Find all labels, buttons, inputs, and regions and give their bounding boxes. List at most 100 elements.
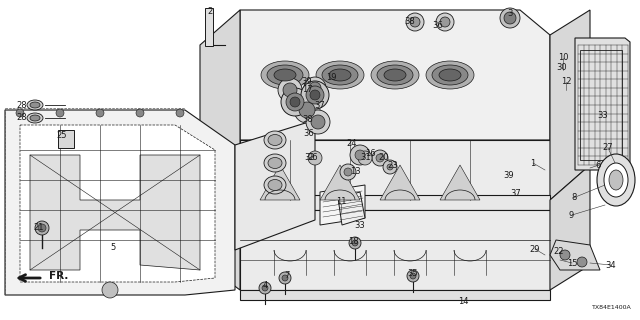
Circle shape <box>102 282 118 298</box>
Text: 14: 14 <box>458 297 468 306</box>
Text: 37: 37 <box>315 100 325 109</box>
Ellipse shape <box>267 65 303 85</box>
Text: 28: 28 <box>17 100 28 109</box>
Circle shape <box>299 102 315 118</box>
Text: 36: 36 <box>433 20 444 29</box>
Polygon shape <box>575 38 630 170</box>
Text: 18: 18 <box>348 236 358 245</box>
Ellipse shape <box>268 157 282 169</box>
Text: 13: 13 <box>349 166 360 175</box>
Circle shape <box>350 145 370 165</box>
Text: 29: 29 <box>530 244 540 253</box>
Text: 33: 33 <box>598 110 609 119</box>
Text: 33: 33 <box>355 220 365 229</box>
Ellipse shape <box>597 154 635 206</box>
Text: 10: 10 <box>557 52 568 61</box>
Circle shape <box>376 154 384 162</box>
Text: 3: 3 <box>508 10 513 19</box>
FancyBboxPatch shape <box>58 130 74 148</box>
Text: 39: 39 <box>504 172 515 180</box>
Circle shape <box>176 109 184 117</box>
Ellipse shape <box>30 102 40 108</box>
Text: 27: 27 <box>603 143 613 153</box>
Circle shape <box>383 160 397 174</box>
Ellipse shape <box>264 176 286 194</box>
Circle shape <box>344 168 352 176</box>
Ellipse shape <box>316 61 364 89</box>
Circle shape <box>96 109 104 117</box>
Text: 11: 11 <box>336 197 346 206</box>
Text: 7: 7 <box>284 271 290 281</box>
Ellipse shape <box>27 113 43 123</box>
Text: 38: 38 <box>303 116 314 124</box>
Circle shape <box>35 221 49 235</box>
Circle shape <box>440 17 450 27</box>
Text: 15: 15 <box>567 259 577 268</box>
Text: 17: 17 <box>301 84 312 93</box>
Polygon shape <box>240 210 550 290</box>
Text: 32: 32 <box>305 153 316 162</box>
Polygon shape <box>550 165 590 290</box>
Circle shape <box>436 13 454 31</box>
Circle shape <box>16 109 24 117</box>
Circle shape <box>306 86 324 104</box>
Text: 1: 1 <box>531 158 536 167</box>
Circle shape <box>282 275 288 281</box>
Text: 23: 23 <box>388 161 398 170</box>
Text: 19: 19 <box>326 74 336 83</box>
Polygon shape <box>240 290 550 300</box>
Polygon shape <box>235 120 315 250</box>
Circle shape <box>560 250 570 260</box>
Ellipse shape <box>264 131 286 149</box>
Text: 38: 38 <box>404 18 415 27</box>
Ellipse shape <box>27 100 43 110</box>
Polygon shape <box>30 155 200 270</box>
Text: 8: 8 <box>572 194 577 203</box>
Text: 22: 22 <box>554 247 564 257</box>
Circle shape <box>577 257 587 267</box>
Circle shape <box>278 78 302 102</box>
Ellipse shape <box>30 115 40 121</box>
Ellipse shape <box>268 134 282 146</box>
Text: 6: 6 <box>595 161 601 170</box>
Circle shape <box>500 8 520 28</box>
Ellipse shape <box>439 69 461 81</box>
Circle shape <box>406 13 424 31</box>
Text: TX84E1400A: TX84E1400A <box>592 305 632 310</box>
Polygon shape <box>338 192 365 225</box>
Text: 28: 28 <box>17 114 28 123</box>
Ellipse shape <box>604 163 628 197</box>
Text: 9: 9 <box>568 211 573 220</box>
Text: 31: 31 <box>361 153 371 162</box>
Ellipse shape <box>322 65 358 85</box>
Circle shape <box>349 237 361 249</box>
Circle shape <box>136 109 144 117</box>
Text: 39: 39 <box>301 77 312 86</box>
Circle shape <box>352 240 358 246</box>
Ellipse shape <box>426 61 474 89</box>
Text: 35: 35 <box>408 268 419 277</box>
Circle shape <box>294 97 320 123</box>
Circle shape <box>38 224 46 232</box>
Circle shape <box>286 93 304 111</box>
Text: 5: 5 <box>110 244 116 252</box>
Text: 30: 30 <box>557 63 567 73</box>
Circle shape <box>304 77 326 99</box>
Circle shape <box>301 81 329 109</box>
Polygon shape <box>200 10 240 200</box>
Text: 16: 16 <box>365 148 375 157</box>
Text: 2: 2 <box>207 7 212 17</box>
Polygon shape <box>550 240 600 270</box>
Circle shape <box>306 110 330 134</box>
Polygon shape <box>200 175 240 290</box>
Circle shape <box>262 285 268 291</box>
Circle shape <box>410 273 416 279</box>
Text: 21: 21 <box>34 223 44 233</box>
Circle shape <box>56 109 64 117</box>
Text: 25: 25 <box>57 132 67 140</box>
Polygon shape <box>380 165 420 200</box>
Polygon shape <box>320 185 365 225</box>
Circle shape <box>387 164 393 170</box>
Circle shape <box>281 88 309 116</box>
Circle shape <box>407 270 419 282</box>
